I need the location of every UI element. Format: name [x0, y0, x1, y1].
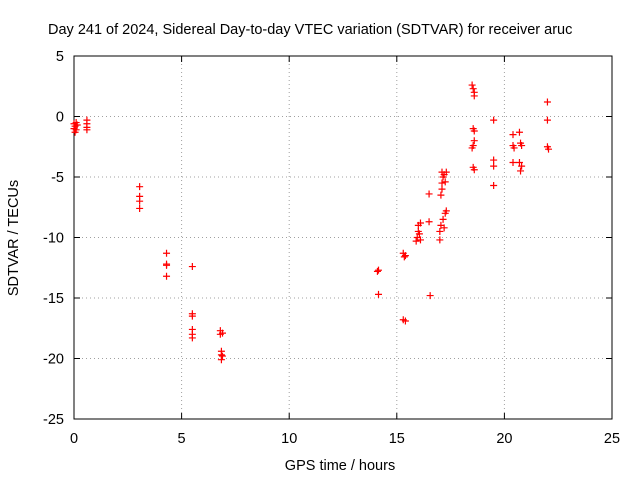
data-point	[217, 356, 225, 364]
data-point	[425, 190, 433, 198]
y-tick-label: 0	[56, 110, 64, 126]
data-point	[415, 230, 423, 238]
data-point	[490, 156, 498, 164]
data-point	[136, 183, 144, 191]
data-point	[469, 142, 477, 150]
data-point	[438, 185, 446, 193]
y-tick-label: -10	[43, 231, 64, 247]
y-tick-label: -15	[43, 291, 64, 307]
data-point	[470, 92, 478, 100]
data-point	[518, 162, 526, 170]
data-point	[441, 178, 449, 186]
x-tick-label: 5	[178, 431, 186, 447]
data-point	[490, 116, 498, 124]
data-point	[401, 252, 409, 260]
data-point	[401, 317, 409, 325]
grid-lines	[74, 56, 612, 419]
data-point	[470, 127, 478, 135]
data-point	[510, 144, 518, 152]
data-point	[543, 98, 551, 106]
data-point	[218, 329, 226, 337]
data-point	[426, 292, 434, 300]
data-point	[416, 219, 424, 227]
y-tick-label: 5	[56, 49, 64, 65]
data-point	[490, 181, 498, 189]
data-point	[375, 290, 383, 298]
data-point	[436, 236, 444, 244]
data-point	[440, 224, 448, 232]
y-axis-label: SDTVAR / TECUs	[6, 180, 22, 296]
y-tick-label: -25	[43, 412, 64, 428]
y-tick-label: -20	[43, 352, 64, 368]
data-point	[163, 249, 171, 257]
data-point	[545, 145, 553, 153]
data-point	[83, 126, 91, 134]
data-point	[437, 191, 445, 199]
data-points	[70, 81, 553, 364]
x-tick-label: 20	[496, 431, 512, 447]
data-point	[515, 128, 523, 136]
x-tick-label: 25	[604, 431, 620, 447]
data-point	[400, 253, 408, 261]
data-point	[73, 121, 81, 129]
data-point	[470, 166, 478, 174]
data-point	[136, 204, 144, 212]
x-tick-label: 0	[70, 431, 78, 447]
data-point	[543, 116, 551, 124]
data-point	[469, 85, 477, 93]
axis-ticks: 0 5 10 15 20 25 5 0 -5 -10 -15 -20 -25	[43, 49, 620, 447]
data-point	[375, 266, 383, 274]
data-point	[188, 312, 196, 320]
data-point	[188, 334, 196, 342]
data-point	[509, 158, 517, 166]
chart-title: Day 241 of 2024, Sidereal Day-to-day VTE…	[48, 22, 572, 38]
data-point	[517, 167, 525, 175]
data-point	[490, 162, 498, 170]
x-tick-label: 15	[389, 431, 405, 447]
data-point	[438, 179, 446, 187]
y-tick-label: -5	[51, 170, 64, 186]
x-axis-label: GPS time / hours	[285, 458, 395, 474]
data-point	[442, 168, 450, 176]
x-tick-label: 10	[281, 431, 297, 447]
data-point	[218, 352, 226, 360]
data-point	[515, 158, 523, 166]
data-point	[163, 272, 171, 280]
data-point	[373, 267, 381, 275]
data-point	[468, 81, 476, 89]
data-point	[72, 126, 80, 134]
data-point	[470, 137, 478, 145]
data-point	[416, 236, 424, 244]
data-point	[442, 207, 450, 215]
data-point	[509, 131, 517, 139]
data-point	[412, 237, 420, 245]
data-point	[439, 215, 447, 223]
data-point	[136, 197, 144, 205]
data-point	[163, 261, 171, 269]
data-point	[518, 142, 526, 150]
data-point	[188, 263, 196, 271]
data-point	[436, 227, 444, 235]
data-point	[425, 218, 433, 226]
